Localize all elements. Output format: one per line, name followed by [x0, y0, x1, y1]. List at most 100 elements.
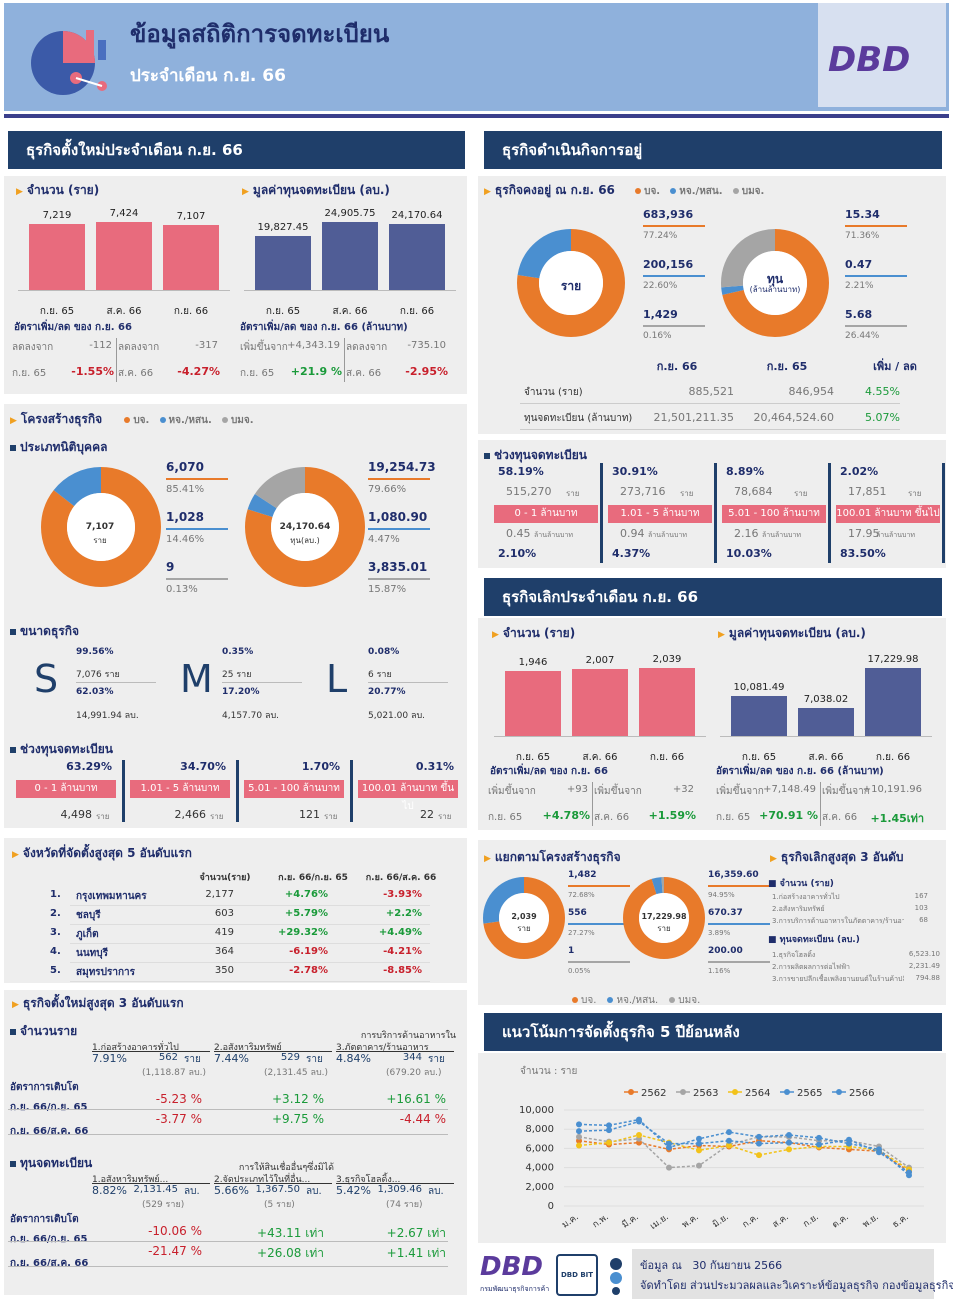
bar-value-label: 19,827.45 — [257, 221, 309, 233]
top3-underline — [92, 1051, 210, 1052]
rate-diff: +10,191.96 — [862, 784, 922, 795]
bar — [163, 224, 219, 290]
op-range-pct: 58.19% — [498, 465, 544, 478]
legend-dot — [784, 1089, 790, 1095]
item-line — [708, 885, 770, 887]
series-line — [578, 1120, 910, 1174]
top3-closed-block: ■ จำนวน (ราย) 1.ก่อสร้างอาคารทั่วไป 167 2.อ… — [768, 874, 944, 994]
item-pct: 71.36% — [845, 231, 880, 241]
op-range-pct: 2.02% — [840, 465, 879, 478]
donut-slice — [623, 877, 705, 959]
growth-value: +3.12 % — [272, 1092, 324, 1106]
top3-unit: ราย — [428, 1054, 445, 1065]
top3-underline — [214, 1051, 332, 1052]
bar-category-label: ส.ค. 66 — [106, 306, 142, 317]
top3-closed-count-title: ■ จำนวน (ราย) — [768, 879, 834, 889]
rate-label: เพิ่มขึ้นจาก — [488, 786, 536, 797]
footer-dbd-logo: DBD — [480, 1252, 543, 1282]
growth-value: -4.44 % — [399, 1112, 446, 1126]
item-pct: 77.24% — [643, 231, 678, 241]
top3-unit: ราย — [306, 1054, 323, 1065]
province-line — [70, 924, 430, 925]
item-pct: 72.68% — [568, 891, 595, 899]
item-pct: 15.87% — [368, 584, 407, 595]
province-line — [70, 962, 430, 963]
item-line — [845, 275, 907, 277]
rate-period: ก.ย. 65 — [12, 368, 47, 379]
item-line — [643, 325, 705, 327]
range-label: 5.01 - 100 ล้านบาท — [244, 780, 344, 798]
y-tick-label: 6,000 — [525, 1143, 554, 1154]
footer-info-box — [632, 1249, 934, 1299]
op-table-label: ทุนจดทะเบียน (ล้านบาท) — [524, 413, 633, 424]
growth-value: -3.77 % — [155, 1112, 202, 1126]
province-name: กรุงเทพมหานคร — [76, 891, 147, 902]
bar-axis — [244, 290, 456, 291]
data-point — [726, 1142, 732, 1149]
bar-category-label: ก.ย. 65 — [265, 306, 301, 317]
growth-value: +26.08 เท่า — [257, 1246, 324, 1260]
bar — [572, 669, 628, 736]
top3-name-top: การบริการด้านอาหารใน — [360, 1031, 456, 1041]
growth-value: +9.75 % — [272, 1112, 324, 1126]
op-range-divider — [942, 463, 945, 563]
rate-pct: -4.27% — [177, 365, 220, 378]
donut-slice — [41, 467, 161, 587]
op-range-title: ช่วงทุนจดทะเบียน — [484, 446, 587, 465]
bar-axis — [18, 290, 230, 291]
top3-closed-value: 68 — [919, 916, 928, 924]
struct-cap-items: 19,254.73 79.66% 1,080.90 4.47% 3,835.01 15.8… — [368, 460, 438, 600]
size-pct1: 99.56% — [76, 647, 114, 657]
province-line — [70, 981, 430, 982]
top3-count-block: 1.ก่อสร้างอาคารทั่วไป 7.91% 562 ราย (1,118.8… — [8, 1028, 463, 1140]
closed-legend: บจ. หจ./หสน. บมจ. — [566, 988, 700, 1008]
bar-category-label: ส.ค. 66 — [808, 752, 844, 763]
range-pct: 34.70% — [180, 760, 226, 773]
size-divider — [368, 682, 448, 683]
rate-pct: +1.45เท่า — [870, 812, 924, 825]
op-range-count: 17,851 — [848, 485, 887, 498]
top3-closed-name: 1.ธุรกิจโฮลดิ้ง — [772, 951, 816, 959]
size-count: 25 ราย — [222, 670, 252, 680]
size-capital: 5,021.00 ลบ. — [368, 711, 426, 721]
top3-pct: 5.42% — [336, 1184, 371, 1197]
data-point — [606, 1122, 612, 1129]
bar-value-label: 7,219 — [42, 209, 72, 221]
top3-count-title: จำนวนราย — [10, 1022, 77, 1041]
legend-label: 2566 — [849, 1088, 874, 1099]
top3-pct: 4.84% — [336, 1052, 371, 1065]
legend-label: 2565 — [797, 1088, 822, 1099]
item-pct: 3.89% — [708, 929, 731, 937]
closed-count-title: ▶ จำนวน (ราย) — [492, 626, 576, 640]
op-range-cap-pct: 4.37% — [612, 547, 651, 560]
legend-label: 2562 — [641, 1088, 666, 1099]
x-tick-label: ส.ค. — [771, 1212, 791, 1230]
closed-capital-rate-title: อัตราเพิ่ม/ลด ของ ก.ย. 66 (ล้านบาท) — [716, 766, 884, 777]
operating-banner: ธุรกิจดำเนินกิจการอยู่ — [484, 131, 942, 169]
bar-category-label: ก.ย. 65 — [741, 752, 777, 763]
rate-pct: +4.78% — [542, 809, 590, 822]
province-yoy: +5.79% — [284, 908, 328, 919]
rate-label: เพิ่มขึ้นจาก — [594, 786, 642, 797]
bar-category-label: ส.ค. 66 — [582, 752, 618, 763]
operating-title: ▶ ธุรกิจคงอยู่ ณ ก.ย. 66 บจ. หจ./หสน. บมจ… — [484, 183, 765, 197]
growth-line — [8, 1134, 448, 1135]
data-point — [726, 1129, 732, 1136]
y-tick-label: 10,000 — [519, 1105, 554, 1116]
bar-value-label: 7,424 — [109, 208, 139, 219]
op-range-cap: 0.94 — [620, 527, 645, 540]
item-line — [568, 885, 630, 887]
top3-value: 2,131.45 — [133, 1184, 178, 1195]
growth-value: +2.67 เท่า — [386, 1226, 446, 1240]
data-point — [756, 1133, 762, 1140]
top3-underline — [214, 1183, 332, 1184]
legend-dot — [680, 1089, 686, 1095]
item-pct: 79.66% — [368, 484, 407, 495]
growth-line — [8, 1241, 448, 1242]
structure-count-donut — [41, 467, 161, 587]
item-pct: 2.21% — [845, 281, 874, 291]
closed-count-rate-title: อัตราเพิ่ม/ลด ของ ก.ย. 66 — [490, 766, 608, 777]
size-letter: L — [326, 657, 348, 701]
data-point — [666, 1144, 672, 1151]
range-divider — [350, 760, 353, 822]
